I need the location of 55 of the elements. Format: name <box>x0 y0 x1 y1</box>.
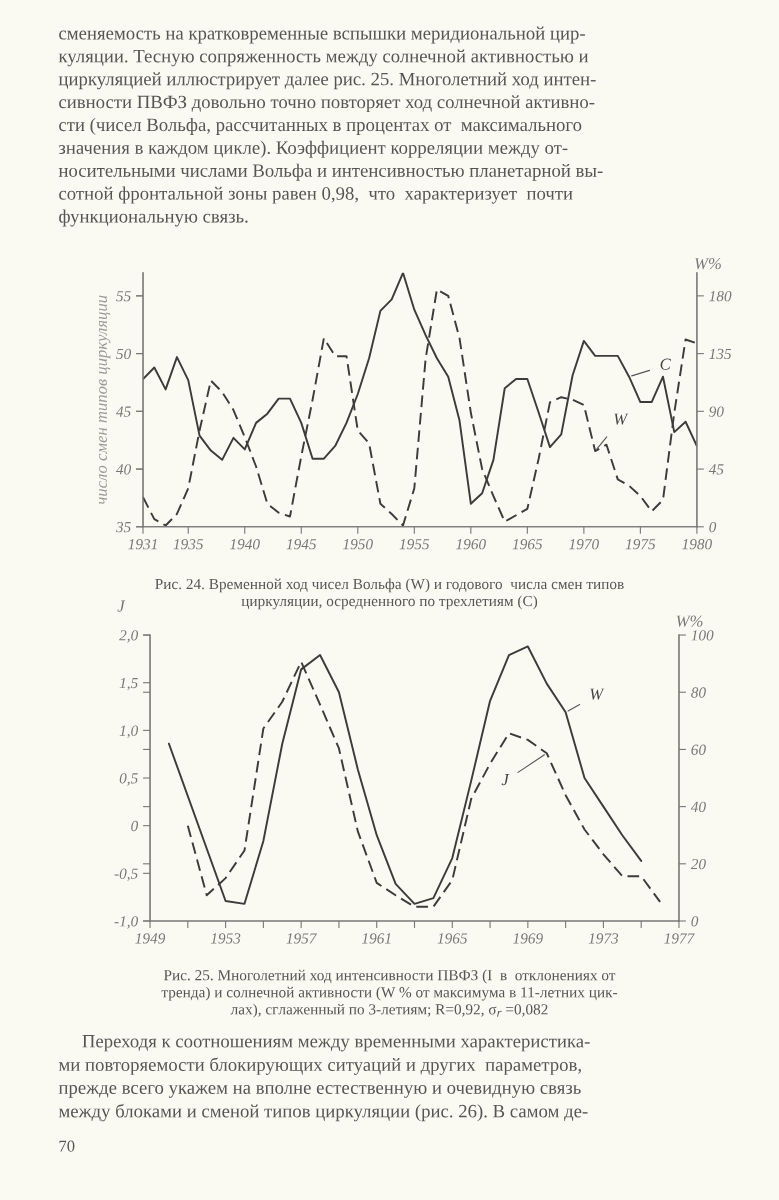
y-tick-label: 35 <box>115 521 131 533</box>
y-tick-label: 55 <box>116 291 131 302</box>
y2-tick-label: 80 <box>691 687 706 698</box>
y-tick-label: -0,5 <box>114 868 138 881</box>
series-label: J <box>501 774 510 786</box>
x-tick-label: 1940 <box>230 539 260 550</box>
x-tick-label: 1949 <box>135 933 166 944</box>
text: Рис. 25. Многолетний ход интенсивности ПВФЗ (I в отклонениях от тренда) и солнечной активности (W % от максимума в 11-летних цик- лах), сглаженный по 3-летиям; R=0,92, σ$_{r}$ =0,082 <box>161 969 618 1018</box>
text: Переходя к соотношениям между временными характеристика- ми повторяемости блокирующих ситуаций и других параметров, прежде всего укажем на вполне естественную и очевидную связь между блоками и сменой типов циркуляции (рис. 26). В самом де- <box>58 1035 590 1122</box>
y-tick-label: 1,5 <box>119 677 138 691</box>
y-tick-label: 1,0 <box>119 725 139 739</box>
text: 70 <box>59 1140 75 1152</box>
y-tick-label: 0,5 <box>119 773 138 786</box>
x-tick-label: 1975 <box>625 539 656 550</box>
y2-tick-label: 45 <box>708 464 724 475</box>
y-axis-title: число смен типов циркуляции <box>98 295 111 505</box>
x-tick-label: 1965 <box>437 933 468 944</box>
y-tick-label: 50 <box>116 348 132 360</box>
x-tick-label: 1969 <box>513 933 543 944</box>
y-tick-label: 40 <box>115 464 132 475</box>
x-tick-label: 1977 <box>664 933 695 944</box>
y-tick-label: 0 <box>131 820 139 832</box>
y2-tick-label: 180 <box>709 291 732 302</box>
y2-axis-title: W% <box>695 258 721 270</box>
y2-tick-label: 100 <box>691 630 714 641</box>
x-tick-label: 1960 <box>456 539 486 550</box>
x-tick-label: 1965 <box>512 539 543 550</box>
y2-axis-title: W% <box>676 615 703 627</box>
y2-tick-label: 40 <box>690 801 706 813</box>
y-axis-title: J <box>117 600 126 612</box>
x-tick-label: 1980 <box>682 539 712 550</box>
y2-tick-label: 0 <box>691 916 699 927</box>
x-tick-label: 1931 <box>128 539 157 550</box>
y-tick-label: 45 <box>115 406 131 417</box>
x-tick-label: 1961 <box>361 933 391 944</box>
series-label: W <box>614 413 629 425</box>
x-tick-label: 1970 <box>569 539 599 550</box>
x-tick-label: 1953 <box>210 933 241 944</box>
x-tick-label: 1973 <box>588 933 619 944</box>
y-tick-label: -1,0 <box>114 916 139 929</box>
y2-tick-label: 90 <box>709 406 724 417</box>
y2-tick-label: 135 <box>709 348 732 360</box>
series-label: C <box>660 358 671 370</box>
x-tick-label: 1935 <box>173 539 204 550</box>
y2-tick-label: 20 <box>690 858 706 870</box>
x-tick-label: 1950 <box>343 539 373 550</box>
y-tick-label: 2,0 <box>119 630 139 643</box>
series-label: W <box>590 688 605 700</box>
y2-tick-label: 0 <box>709 521 717 533</box>
text: сменяемость на кратковременные вспышки меридиональной цир- куляции. Тесную сопряженность между солнечной активностью и циркуляцией иллюстрирует далее рис. 25. Многолетний ход интен- сивности ПВФЗ довольно точно повторяет ход солнечной активно- сти (чисел Вольфа, рассчитанных в процентах от максимального значения в каждом цикле). Коэффициент корреляции между от- носительными числами Вольфа и интенсивностью планетарной вы- сотной фронтальной зоны равен 0,98, что характеризует почти функциональную связь. <box>58 26 603 227</box>
y2-tick-label: 60 <box>691 744 706 755</box>
x-tick-label: 1955 <box>399 539 430 550</box>
x-tick-label: 1945 <box>286 539 317 550</box>
x-tick-label: 1957 <box>286 933 317 944</box>
text: Рис. 24. Временной ход чисел Вольфа (W) и годового числа смен типов циркуляции, осредненного по трехлетиям (C) <box>155 578 624 610</box>
